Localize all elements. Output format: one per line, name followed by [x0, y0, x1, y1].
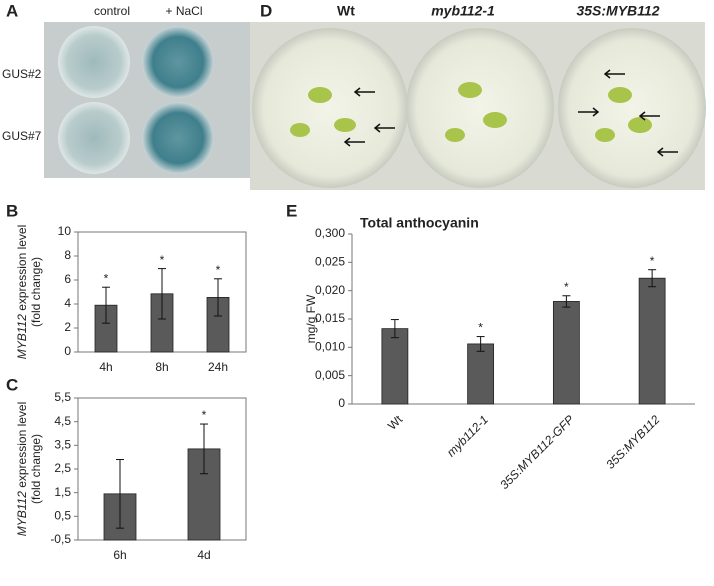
y-tick-label: -0,5 — [50, 532, 71, 546]
x-tick-label: Wt — [385, 412, 406, 433]
y-axis-label-part: (fold change) — [29, 434, 43, 504]
panel-label: E — [286, 201, 297, 220]
y-axis-label-part: expression level — [15, 225, 29, 314]
plot-frame — [77, 397, 247, 541]
significance-marker: * — [160, 253, 165, 267]
y-axis-label: mg/g FW — [304, 294, 318, 343]
column-label: Wt — [337, 3, 355, 19]
y-axis-label-part: expression level — [15, 402, 29, 491]
y-tick-label: 1,5 — [54, 485, 71, 499]
y-axis-label: MYB112 expression level(fold change) — [15, 225, 43, 360]
bar — [552, 301, 580, 405]
y-tick-label: 8 — [64, 248, 71, 262]
y-tick-label: 5,5 — [54, 390, 71, 404]
bar — [381, 328, 409, 405]
row-label: GUS#7 — [2, 129, 42, 143]
panel-label: C — [6, 375, 18, 394]
photo-a — [44, 22, 250, 178]
panel-label: B — [6, 201, 18, 220]
panel-label: D — [260, 1, 272, 20]
significance-marker: * — [202, 408, 207, 422]
y-tick-label: 0,5 — [54, 509, 71, 523]
y-tick-label: 2,5 — [54, 461, 71, 475]
y-tick-label: 0,020 — [315, 283, 345, 297]
error-bar — [116, 459, 124, 529]
chart-title: Total anthocyanin — [360, 215, 479, 231]
y-axis-label-part: MYB112 — [15, 314, 29, 359]
bar — [467, 343, 495, 405]
error-bar — [200, 423, 208, 475]
y-tick-label: 0,010 — [315, 340, 345, 354]
y-tick-label: 3,5 — [54, 438, 71, 452]
y-axis-label-part: mg/g FW — [304, 294, 318, 343]
column-label: 35S:MYB112 — [576, 3, 659, 19]
y-tick-label: 0,005 — [315, 368, 345, 382]
x-tick-label: 4d — [197, 548, 210, 562]
y-tick-label: 0,015 — [315, 311, 345, 325]
y-axis-label: MYB112 expression level(fold change) — [15, 402, 43, 537]
error-bar — [562, 295, 571, 308]
panel-label: A — [6, 1, 18, 20]
photo-d — [250, 22, 706, 190]
error-bar — [214, 278, 222, 317]
column-label: myb112-1 — [431, 3, 495, 19]
x-tick-label: 6h — [113, 548, 126, 562]
x-tick-label: myb112-1 — [444, 412, 491, 459]
error-bar — [648, 269, 657, 288]
x-tick-label: 4h — [99, 360, 112, 374]
error-bar — [158, 268, 166, 320]
x-tick-label: 35S:MYB112-GFP — [497, 412, 577, 492]
x-tick-label: 8h — [155, 360, 168, 374]
x-tick-label: 35S:MYB112 — [603, 412, 663, 472]
y-axis-label-part: (fold change) — [29, 257, 43, 327]
row-label: GUS#2 — [2, 67, 42, 81]
y-tick-label: 0 — [338, 396, 345, 410]
y-tick-label: 0,300 — [315, 226, 345, 240]
significance-marker: * — [216, 263, 221, 277]
significance-marker: * — [564, 280, 569, 294]
error-bar — [390, 319, 399, 339]
y-tick-label: 0,025 — [315, 255, 345, 269]
x-tick-label: 24h — [208, 360, 228, 374]
significance-marker: * — [650, 254, 655, 268]
column-label: + NaCl — [165, 4, 202, 18]
y-axis-label-part: MYB112 — [15, 491, 29, 536]
error-bar — [102, 286, 110, 324]
significance-marker: * — [478, 321, 483, 335]
y-tick-label: 0 — [64, 344, 71, 358]
y-tick-label: 4 — [64, 296, 71, 310]
y-tick-label: 2 — [64, 320, 71, 334]
y-tick-label: 10 — [58, 224, 72, 238]
y-tick-label: 6 — [64, 272, 71, 286]
bar — [638, 277, 666, 405]
y-tick-label: 4,5 — [54, 414, 71, 428]
column-label: control — [94, 4, 130, 18]
error-bar — [476, 336, 485, 352]
significance-marker: * — [104, 271, 109, 285]
